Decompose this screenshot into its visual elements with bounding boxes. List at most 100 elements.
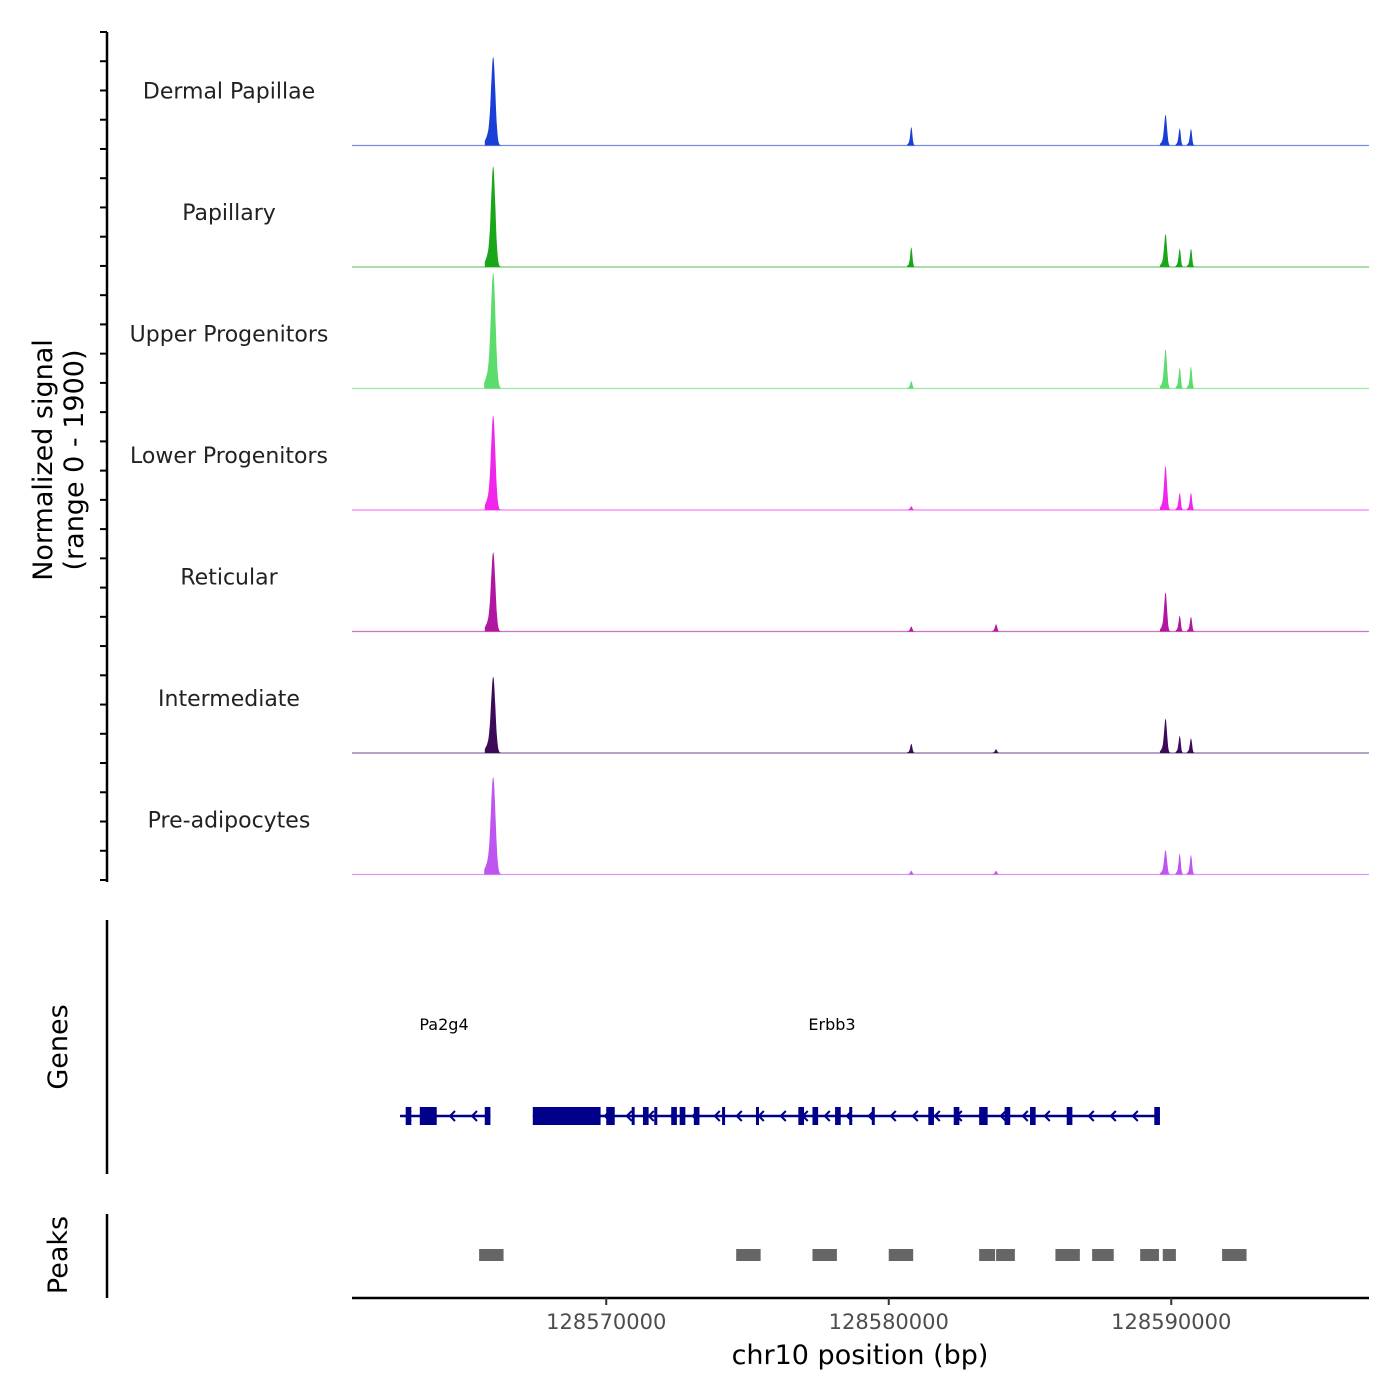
coverage-peak xyxy=(1159,349,1172,389)
coverage-y-axis: Normalized signal (range 0 - 1900) xyxy=(28,31,109,882)
peak-region xyxy=(1092,1249,1114,1261)
coverage-peak xyxy=(991,870,1001,875)
strand-arrow xyxy=(911,1110,919,1122)
coverage-peak xyxy=(1175,492,1184,510)
x-axis-ticks: 128570000 128580000 128590000 xyxy=(546,1298,1231,1334)
strand-arrow xyxy=(1087,1110,1095,1122)
gene-exon xyxy=(1154,1107,1160,1125)
gene-label: Erbb3 xyxy=(808,1015,855,1034)
coverage-peak xyxy=(1159,850,1172,875)
peaks-panel: Peaks xyxy=(43,1214,1247,1298)
strand-arrow xyxy=(448,1110,456,1122)
coverage-peak xyxy=(907,247,916,267)
coverage-peak xyxy=(1159,592,1172,632)
coverage-peak xyxy=(484,415,502,510)
gene-exon xyxy=(1030,1107,1036,1125)
gene-exon xyxy=(484,1107,491,1125)
coverage-track-upper-progenitors: Upper Progenitors xyxy=(130,272,1369,390)
coverage-peak xyxy=(484,272,503,389)
gene-exon xyxy=(405,1107,412,1125)
gene-exon xyxy=(693,1107,700,1125)
gene-exon xyxy=(631,1107,635,1125)
peak-region xyxy=(1055,1249,1080,1261)
x-tick-label: 128570000 xyxy=(546,1310,666,1334)
coverage-peak xyxy=(1186,129,1196,146)
coverage-peak xyxy=(991,624,1001,632)
track-label: Pre-adipocytes xyxy=(148,809,311,834)
coverage-peak xyxy=(484,166,502,267)
gene-exon xyxy=(419,1107,437,1125)
peak-region xyxy=(1140,1249,1159,1261)
coverage-track-reticular: Reticular xyxy=(180,552,1369,633)
coverage-peak xyxy=(1175,248,1184,267)
gene-exon xyxy=(871,1107,875,1125)
coverage-peak xyxy=(1159,115,1172,146)
peak-region xyxy=(996,1249,1015,1261)
gene-exon xyxy=(812,1107,819,1125)
track-label: Dermal Papillae xyxy=(143,80,315,105)
peak-region xyxy=(1222,1249,1247,1261)
gene-exon xyxy=(835,1107,841,1125)
gene-exon xyxy=(755,1107,759,1125)
strand-arrow xyxy=(999,1110,1007,1122)
coverage-peak xyxy=(1175,128,1184,146)
coverage-peak xyxy=(1186,616,1196,632)
gene-exon xyxy=(979,1107,988,1125)
gene-exon xyxy=(798,1107,804,1125)
x-axis-title: chr10 position (bp) xyxy=(732,1340,989,1371)
gene-exon xyxy=(532,1107,601,1125)
coverage-track-dermal-papillae: Dermal Papillae xyxy=(143,57,1369,147)
coverage-track-lower-progenitors: Lower Progenitors xyxy=(130,415,1369,511)
strand-arrow xyxy=(1021,1110,1029,1122)
coverage-peak xyxy=(907,127,916,146)
gene-label: Pa2g4 xyxy=(419,1015,468,1034)
coverage-peak xyxy=(907,743,916,753)
coverage-peak xyxy=(484,676,502,753)
strand-arrow xyxy=(1131,1110,1139,1122)
coverage-track-intermediate: Intermediate xyxy=(158,676,1369,754)
coverage-peak xyxy=(484,776,503,875)
coverage-peak xyxy=(1175,615,1184,632)
coverage-peak xyxy=(907,626,916,632)
track-label: Papillary xyxy=(182,201,276,226)
strand-arrow xyxy=(779,1110,787,1122)
coverage-y-ticks xyxy=(100,31,107,881)
strand-arrow xyxy=(735,1110,743,1122)
coverage-peak xyxy=(907,870,916,875)
strand-arrow xyxy=(625,1110,633,1122)
coverage-peak xyxy=(1186,855,1196,875)
strand-arrow xyxy=(647,1110,655,1122)
gene-exon xyxy=(928,1107,934,1125)
coverage-peak xyxy=(484,57,502,146)
coverage-tracks: Dermal Papillae Papillary Upper Progenitor… xyxy=(130,57,1369,876)
peak-region xyxy=(1162,1249,1176,1261)
gene-exon xyxy=(642,1107,649,1125)
coverage-peak xyxy=(991,749,1001,753)
coverage-peak xyxy=(1159,466,1172,510)
genes-panel: Genes Pa2g4 Erbb3 xyxy=(43,920,1160,1174)
coverage-peak xyxy=(1175,853,1184,875)
coverage-y-axis-subtitle: (range 0 - 1900) xyxy=(59,350,90,571)
gene-exon xyxy=(671,1107,677,1125)
track-label: Lower Progenitors xyxy=(130,444,328,469)
strand-arrow xyxy=(889,1110,897,1122)
coverage-peak xyxy=(484,552,502,632)
peak-region xyxy=(812,1249,837,1261)
strand-arrow xyxy=(713,1110,721,1122)
coverage-peak xyxy=(1186,248,1196,267)
track-label: Reticular xyxy=(180,566,278,591)
coverage-peak xyxy=(1186,366,1196,389)
track-label: Upper Progenitors xyxy=(130,323,329,348)
coverage-peak xyxy=(1159,234,1172,267)
gene-models: Pa2g4 Erbb3 xyxy=(400,1015,1160,1125)
gene-exon xyxy=(1004,1107,1011,1125)
peak-region xyxy=(736,1249,761,1261)
gene-erbb3: Erbb3 xyxy=(532,1015,1160,1125)
peak-region xyxy=(979,1249,996,1261)
coverage-peak xyxy=(1175,735,1184,753)
gene-pa2g4: Pa2g4 xyxy=(400,1015,491,1125)
gene-exon xyxy=(679,1107,686,1125)
strand-arrow xyxy=(1043,1110,1051,1122)
coverage-peak xyxy=(1159,718,1172,753)
